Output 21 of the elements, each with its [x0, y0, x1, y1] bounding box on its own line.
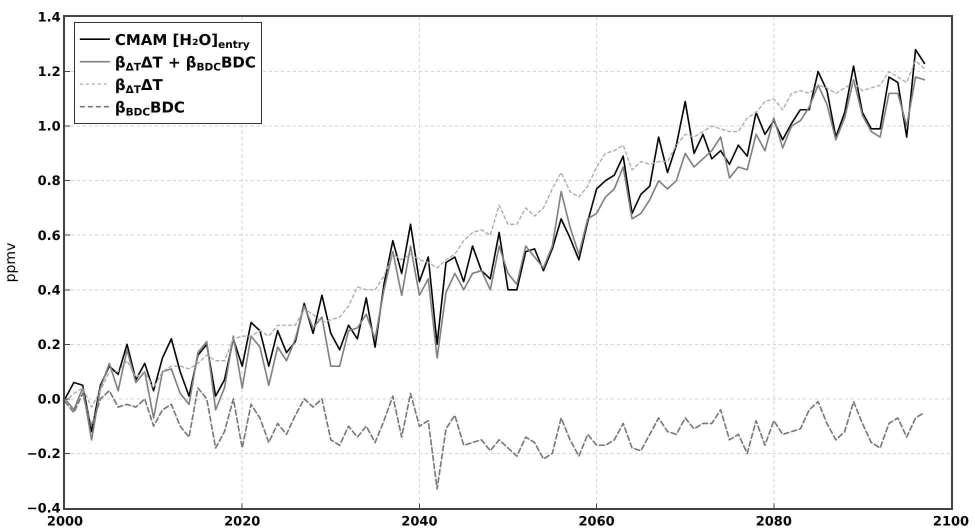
x-tick-label: 2060	[578, 514, 615, 529]
y-tick-label: 1.4	[38, 10, 61, 26]
y-tick-label: 0.2	[38, 338, 61, 353]
y-tick-label: 0.4	[38, 283, 61, 298]
y-tick-label: −0.2	[26, 446, 61, 462]
y-tick-label: 1.2	[38, 65, 61, 80]
y-axis-title: ppmv	[2, 242, 19, 282]
y-tick-label: 0.8	[38, 174, 61, 190]
y-tick-label: 1.0	[38, 120, 61, 135]
legend-label: β$_{ΔT}$ΔT + β$_{BDC}$BDC	[114, 54, 256, 74]
legend-label: β$_{BDC}$BDC	[114, 98, 185, 119]
legend-label: β$_{ΔT}$ΔT	[114, 76, 164, 96]
legend-label: CMAM [H₂O]$_{entry}$	[114, 31, 250, 52]
x-tick-label: 2000	[46, 514, 84, 529]
x-tick-label: 2100	[932, 514, 970, 529]
x-tick-label: 2080	[756, 514, 792, 529]
x-tick-label: 2020	[224, 514, 260, 529]
y-tick-label: 0.0	[38, 392, 61, 408]
y-tick-label: −0.4	[26, 502, 61, 517]
x-tick-label: 2040	[401, 514, 438, 529]
y-tick-label: 0.6	[38, 228, 61, 244]
